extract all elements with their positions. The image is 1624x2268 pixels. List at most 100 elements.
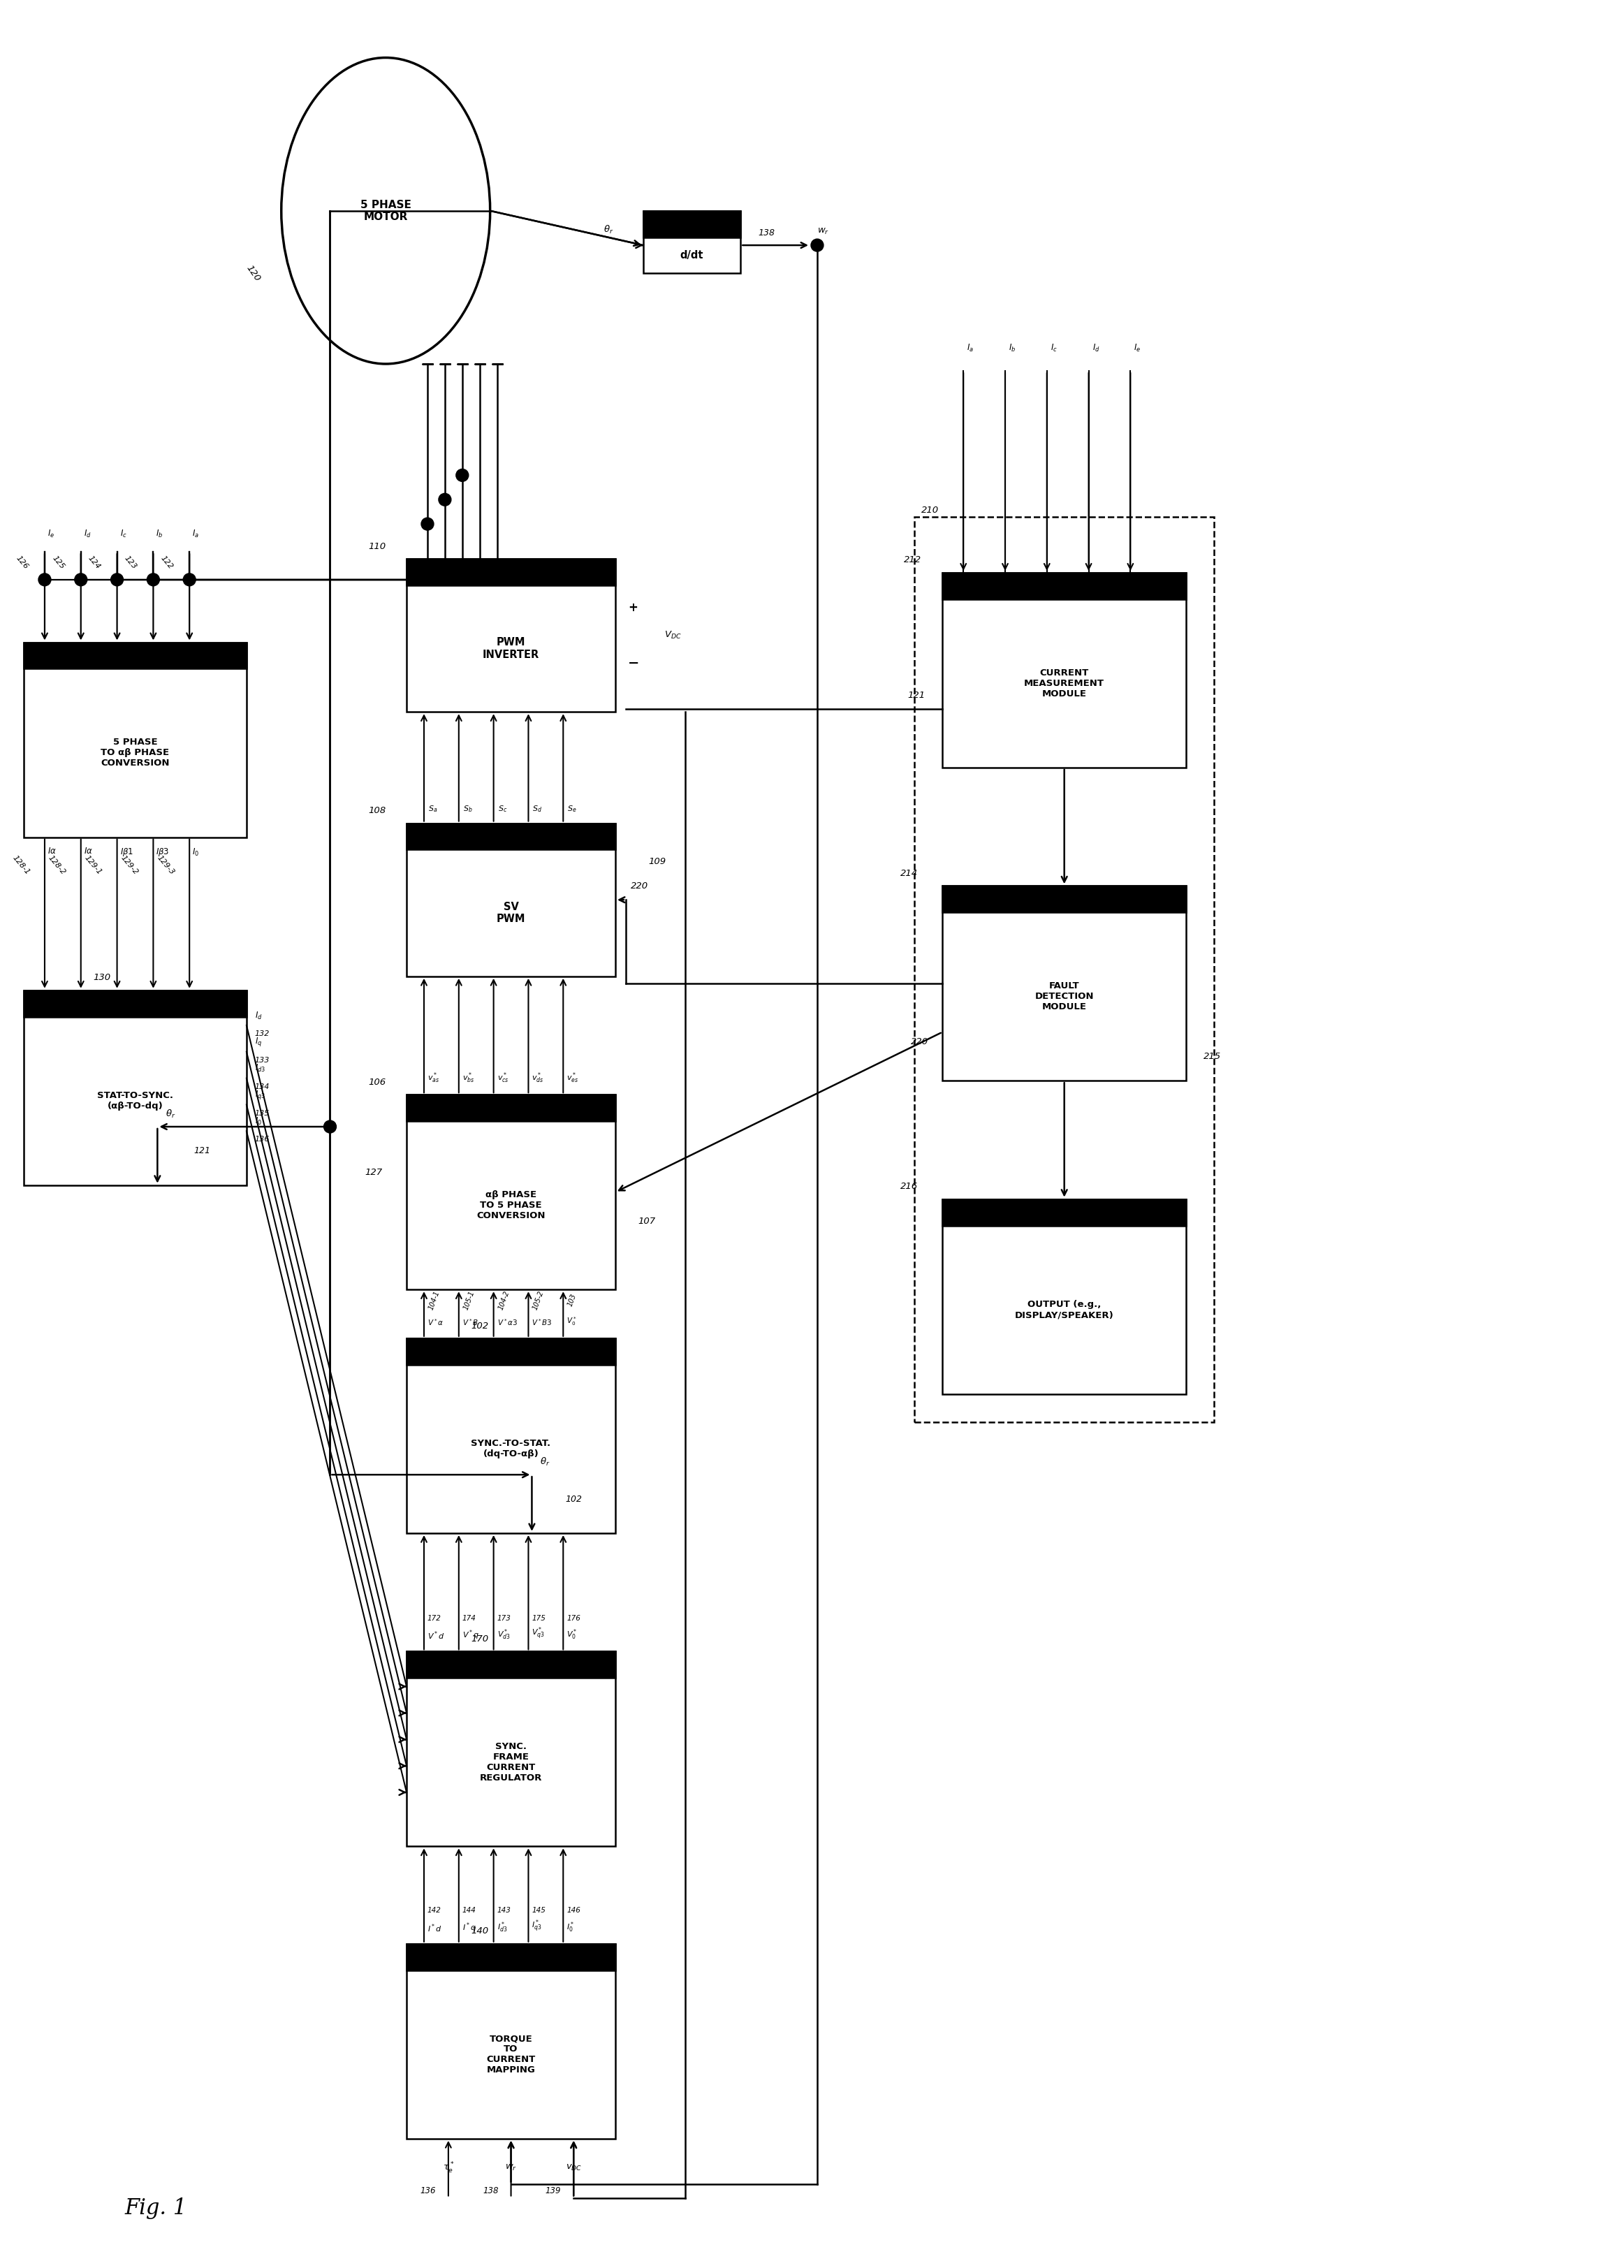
Text: $I_d$: $I_d$ [1091,342,1099,354]
Text: 215: 215 [1203,1052,1221,1061]
Bar [406,1095,615,1290]
Text: 105-1: 105-1 [463,1290,476,1311]
Text: 130: 130 [93,973,110,982]
Text: $S_b$: $S_b$ [463,803,473,814]
Text: $V^*d$: $V^*d$ [427,1631,445,1642]
Text: $I^*_{q3}$: $I^*_{q3}$ [533,1919,542,1935]
Text: CURRENT
MEASUREMENT
MODULE: CURRENT MEASUREMENT MODULE [1025,669,1104,699]
Bar [942,1200,1186,1225]
Text: 136: 136 [421,2186,435,2195]
Bar [942,1200,1186,1395]
Text: 138: 138 [758,229,775,238]
Text: $S_c$: $S_c$ [499,803,507,814]
Text: $I^*_0$: $I^*_0$ [567,1921,575,1935]
Text: 214: 214 [901,869,918,878]
Text: 212: 212 [905,556,921,565]
Text: 129-3: 129-3 [156,855,175,875]
Text: $I_a$: $I_a$ [192,528,200,540]
Text: $v^*_{bs}$: $v^*_{bs}$ [463,1070,474,1084]
Text: $V^*q$: $V^*q$ [463,1628,479,1642]
Text: $S_e$: $S_e$ [567,803,577,814]
Text: $S_a$: $S_a$ [429,803,437,814]
Text: 144: 144 [463,1907,476,1914]
Circle shape [810,238,823,252]
Text: 126: 126 [15,553,29,569]
Bar [406,1944,615,1971]
Text: $I_{q3}$: $I_{q3}$ [255,1089,265,1100]
Text: 104-1: 104-1 [427,1290,440,1311]
Text: $V^*_{d3}$: $V^*_{d3}$ [497,1628,510,1642]
Bar [406,558,615,712]
Text: 210: 210 [921,506,939,515]
Text: 139: 139 [546,2186,562,2195]
Text: 120: 120 [245,263,261,284]
Text: $\theta_r$: $\theta_r$ [604,225,614,236]
Text: 105-2: 105-2 [533,1290,546,1311]
Text: 121: 121 [908,692,926,701]
Bar [942,887,1186,1082]
Text: $I_q$: $I_q$ [255,1036,261,1048]
Text: 132: 132 [255,1030,270,1036]
Text: STAT-TO-SYNC.
(αβ-TO-dq): STAT-TO-SYNC. (αβ-TO-dq) [97,1091,174,1111]
Text: Fig. 1: Fig. 1 [125,2198,187,2218]
Bar [942,574,1186,599]
Bar [942,574,1186,767]
Bar [406,1338,615,1365]
Text: $V^*_{q3}$: $V^*_{q3}$ [533,1626,546,1642]
Text: $I_0$: $I_0$ [192,846,200,857]
Text: 129-1: 129-1 [83,855,104,875]
Text: 121: 121 [193,1148,211,1157]
Text: SV
PWM: SV PWM [497,903,526,925]
Text: $V^*B3$: $V^*B3$ [533,1318,552,1327]
Text: 138: 138 [482,2186,499,2195]
Bar [406,823,615,975]
Text: +: + [628,601,638,615]
Text: 106: 106 [369,1077,387,1086]
Circle shape [184,574,197,585]
Text: 140: 140 [471,1928,489,1937]
Text: $I\beta1$: $I\beta1$ [120,846,133,857]
Bar [643,211,741,274]
Circle shape [148,574,159,585]
Text: $\theta_r$: $\theta_r$ [541,1456,551,1467]
Text: $I\alpha$: $I\alpha$ [84,846,93,855]
Text: FAULT
DETECTION
MODULE: FAULT DETECTION MODULE [1034,982,1095,1012]
Text: 142: 142 [427,1907,442,1914]
Text: 172: 172 [427,1615,442,1622]
Text: $S_d$: $S_d$ [533,803,542,814]
Text: $\tau^*_e$: $\tau^*_e$ [442,2161,455,2175]
Text: $v^*_{es}$: $v^*_{es}$ [567,1070,578,1084]
Text: αβ PHASE
TO 5 PHASE
CONVERSION: αβ PHASE TO 5 PHASE CONVERSION [476,1191,546,1220]
Text: 108: 108 [369,805,387,814]
Text: 102: 102 [471,1322,489,1331]
Text: 127: 127 [365,1168,382,1177]
Text: $I_d$: $I_d$ [255,1009,263,1021]
Text: $\theta_r$: $\theta_r$ [166,1109,175,1120]
Text: 128-1: 128-1 [11,855,31,875]
Bar [942,887,1186,912]
Text: 107: 107 [638,1218,656,1227]
Text: $V^*\alpha$: $V^*\alpha$ [427,1318,443,1327]
Text: 216: 216 [901,1182,918,1191]
Text: $I_c$: $I_c$ [120,528,127,540]
Text: $I\beta3$: $I\beta3$ [156,846,169,857]
Text: 102: 102 [565,1495,581,1504]
Text: $V^*_0$: $V^*_0$ [567,1315,577,1327]
Circle shape [421,517,434,531]
Text: 146: 146 [567,1907,580,1914]
Text: 110: 110 [369,542,387,551]
Circle shape [75,574,88,585]
Circle shape [39,574,50,585]
Text: 5 PHASE
MOTOR: 5 PHASE MOTOR [361,200,411,222]
Text: 5 PHASE
TO αβ PHASE
CONVERSION: 5 PHASE TO αβ PHASE CONVERSION [101,737,169,769]
Text: $V^*_0$: $V^*_0$ [567,1628,578,1642]
Bar [406,1651,615,1846]
Bar [406,1651,615,1678]
Bar [406,1095,615,1120]
Text: $w_r$: $w_r$ [817,227,830,236]
Text: 128-2: 128-2 [47,855,67,875]
Text: $I_e$: $I_e$ [1134,342,1142,354]
Text: $I_e$: $I_e$ [47,528,55,540]
Circle shape [456,469,469,481]
Bar [24,991,247,1016]
